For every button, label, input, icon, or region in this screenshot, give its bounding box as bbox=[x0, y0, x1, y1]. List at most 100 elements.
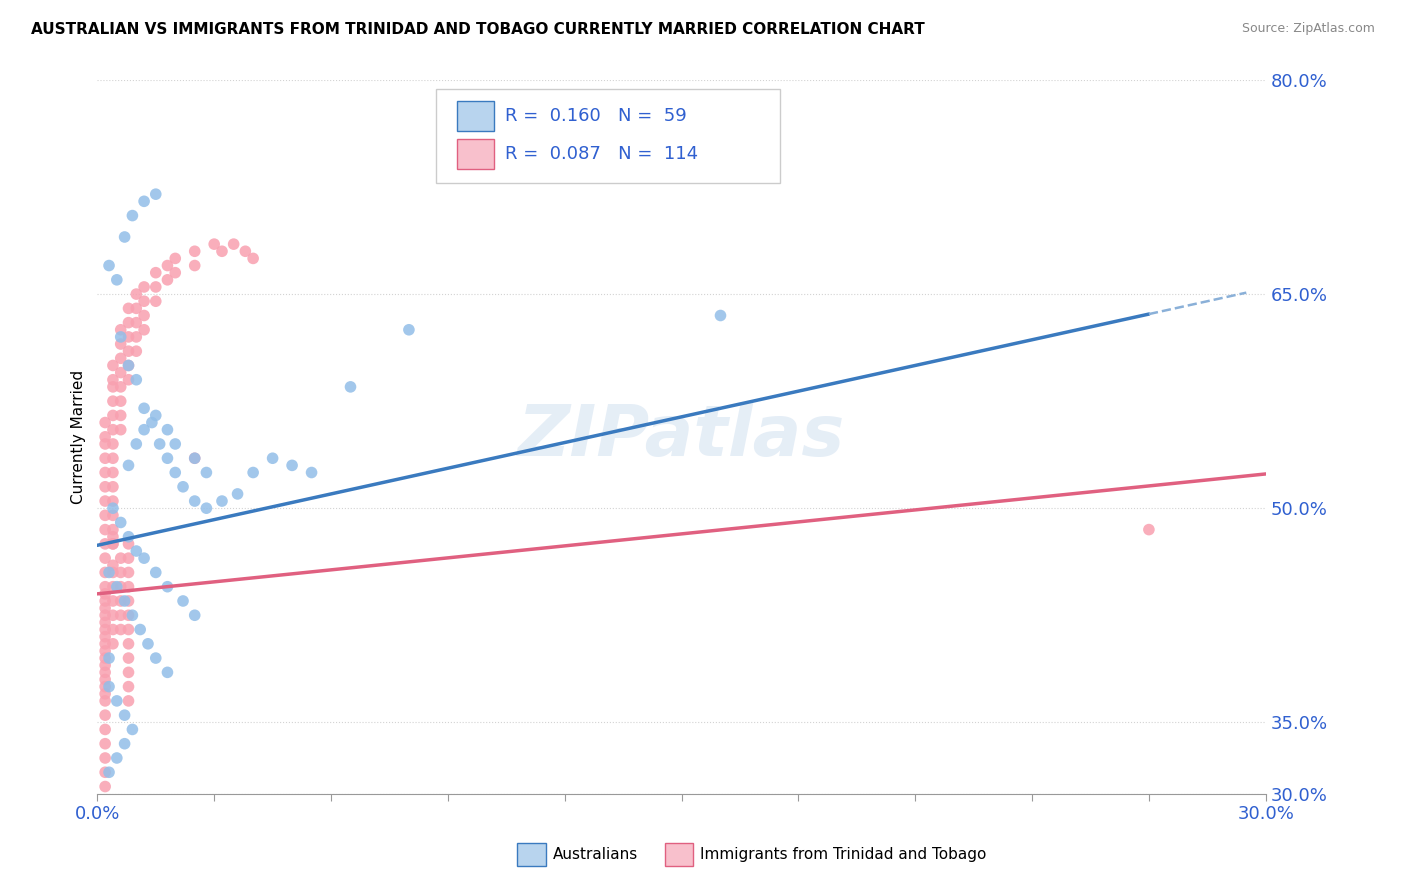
Point bbox=[117, 566, 139, 580]
Point bbox=[94, 430, 117, 444]
Point bbox=[101, 523, 124, 537]
Point bbox=[94, 416, 117, 430]
Point bbox=[117, 373, 139, 387]
Point bbox=[129, 623, 152, 637]
Point bbox=[105, 580, 128, 594]
Point bbox=[110, 337, 132, 351]
Point bbox=[211, 494, 233, 508]
Point bbox=[94, 694, 117, 708]
Point bbox=[101, 409, 124, 423]
Point bbox=[94, 451, 117, 466]
Point bbox=[94, 680, 117, 694]
Point bbox=[101, 508, 124, 523]
Point bbox=[125, 330, 148, 344]
Point bbox=[145, 409, 167, 423]
Point bbox=[94, 551, 117, 566]
Point bbox=[110, 409, 132, 423]
Point bbox=[132, 309, 155, 323]
Point bbox=[125, 373, 148, 387]
Y-axis label: Currently Married: Currently Married bbox=[72, 370, 86, 504]
Text: Australians: Australians bbox=[553, 847, 638, 862]
Point bbox=[211, 244, 233, 259]
Point bbox=[125, 344, 148, 359]
Point bbox=[110, 423, 132, 437]
Text: ZIPatlas: ZIPatlas bbox=[517, 402, 845, 471]
Point bbox=[94, 587, 117, 601]
Point bbox=[172, 594, 194, 608]
Point bbox=[101, 530, 124, 544]
Point bbox=[117, 316, 139, 330]
Point bbox=[172, 480, 194, 494]
Point bbox=[101, 566, 124, 580]
Point bbox=[94, 780, 117, 794]
Point bbox=[94, 665, 117, 680]
Point bbox=[94, 623, 117, 637]
Text: R =  0.160   N =  59: R = 0.160 N = 59 bbox=[505, 107, 686, 125]
Point bbox=[105, 273, 128, 287]
Point bbox=[94, 523, 117, 537]
Point bbox=[94, 637, 117, 651]
Point bbox=[165, 252, 187, 266]
Text: Source: ZipAtlas.com: Source: ZipAtlas.com bbox=[1241, 22, 1375, 36]
Point bbox=[94, 658, 117, 673]
Point bbox=[110, 380, 132, 394]
Point bbox=[156, 259, 179, 273]
Point bbox=[117, 694, 139, 708]
Point bbox=[101, 537, 124, 551]
Point bbox=[94, 601, 117, 615]
Point bbox=[117, 301, 139, 316]
Point bbox=[110, 594, 132, 608]
Point bbox=[94, 537, 117, 551]
Point bbox=[1137, 523, 1160, 537]
Point bbox=[117, 637, 139, 651]
Point bbox=[156, 423, 179, 437]
Point bbox=[117, 580, 139, 594]
Point bbox=[101, 623, 124, 637]
Point bbox=[94, 737, 117, 751]
Point bbox=[101, 594, 124, 608]
Point bbox=[121, 209, 143, 223]
Point bbox=[94, 751, 117, 765]
Point bbox=[195, 466, 218, 480]
Point bbox=[145, 187, 167, 202]
Point bbox=[94, 630, 117, 644]
Point bbox=[101, 608, 124, 623]
Point bbox=[242, 466, 264, 480]
Point bbox=[117, 594, 139, 608]
Point bbox=[156, 580, 179, 594]
Point bbox=[110, 330, 132, 344]
Point bbox=[117, 530, 139, 544]
Point bbox=[141, 416, 163, 430]
Point bbox=[183, 608, 205, 623]
Point bbox=[136, 637, 159, 651]
Point bbox=[110, 580, 132, 594]
Point bbox=[145, 294, 167, 309]
Point bbox=[94, 566, 117, 580]
Point bbox=[117, 665, 139, 680]
Point bbox=[117, 537, 139, 551]
Point bbox=[94, 480, 117, 494]
Point bbox=[101, 394, 124, 409]
Point bbox=[94, 508, 117, 523]
Point bbox=[183, 451, 205, 466]
Point bbox=[98, 651, 121, 665]
Point bbox=[101, 380, 124, 394]
Point bbox=[156, 273, 179, 287]
Point bbox=[117, 344, 139, 359]
Point bbox=[94, 687, 117, 701]
Point bbox=[94, 466, 117, 480]
Point bbox=[165, 466, 187, 480]
Point bbox=[156, 451, 179, 466]
Point bbox=[105, 694, 128, 708]
Point bbox=[101, 580, 124, 594]
Point bbox=[101, 558, 124, 573]
Point bbox=[117, 359, 139, 373]
Point bbox=[114, 737, 136, 751]
Point bbox=[125, 287, 148, 301]
Point bbox=[114, 230, 136, 244]
Point bbox=[117, 680, 139, 694]
Point bbox=[149, 437, 172, 451]
Point bbox=[222, 237, 245, 252]
Point bbox=[117, 551, 139, 566]
Point bbox=[202, 237, 225, 252]
